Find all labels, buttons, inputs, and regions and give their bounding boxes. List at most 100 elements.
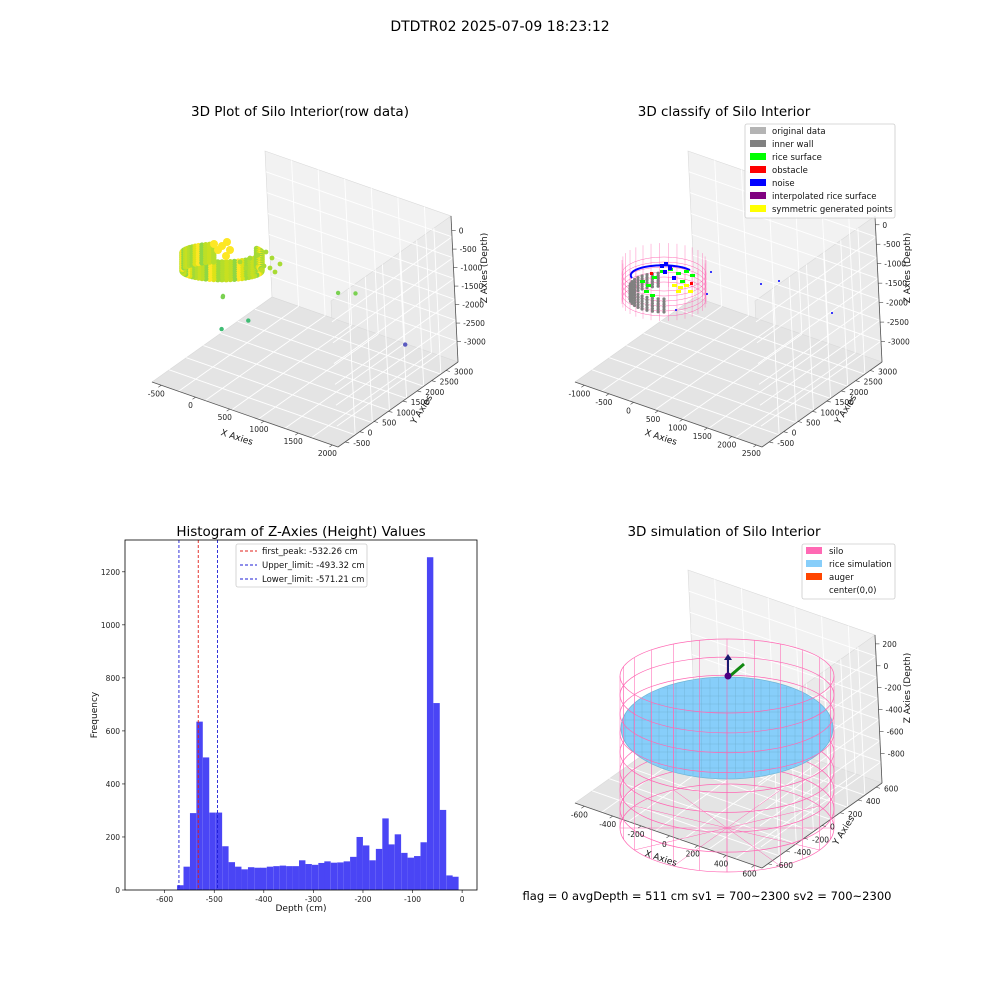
z-tick-label: -1000 (460, 264, 482, 273)
histogram-bar (292, 866, 299, 890)
simulation-plot-y-label: Y Axies (831, 814, 857, 848)
data-point (259, 266, 265, 273)
inner-wall-point (630, 282, 634, 286)
inner-wall-point (645, 308, 649, 312)
z-tick-label: 200 (882, 640, 897, 649)
classify-plot-z-ticks: 0 -500 -1000 -1500 -2000 -2500 -3000 (875, 221, 910, 347)
inner-wall-point (656, 307, 660, 311)
x-tick-label: -200 (354, 895, 371, 904)
z-tick-label: -2500 (887, 318, 909, 327)
noise-point (663, 270, 667, 274)
inner-wall-point (633, 293, 637, 297)
grid-line (168, 369, 356, 436)
histogram-bar (279, 865, 287, 890)
y-tick (812, 411, 817, 413)
legend-label: inner wall (772, 140, 813, 150)
grid-line (186, 357, 373, 424)
grid-line (609, 357, 797, 424)
z-tick-label: -200 (884, 684, 901, 693)
y-tick (839, 812, 845, 815)
inner-wall-point (650, 285, 655, 289)
raw-plot-title: 3D Plot of Silo Interior(row data) (191, 104, 409, 120)
rice-surface-point (652, 276, 657, 279)
inner-wall-point (636, 283, 640, 287)
grid-line (335, 319, 457, 406)
data-point (237, 259, 243, 265)
inner-wall-point (630, 287, 634, 291)
grid-line (821, 197, 830, 344)
symmetric-point (676, 290, 681, 293)
obstacle-point (650, 272, 653, 275)
grid-line (237, 320, 424, 387)
z-tick-label: -2500 (463, 319, 485, 328)
grid-line (344, 178, 353, 325)
legend-label: silo (829, 547, 843, 557)
silo-floor-spoke (634, 805, 728, 829)
grid-line (397, 197, 406, 344)
x-tick (605, 393, 610, 397)
histogram-frame (124, 539, 478, 891)
histogram-bar (189, 813, 197, 890)
grid-line (332, 257, 454, 344)
inner-wall-point (656, 297, 660, 301)
histogram-bar (407, 857, 414, 890)
inner-wall-point (656, 310, 660, 314)
y-tick (821, 825, 827, 827)
z-tick-label: -1000 (884, 260, 906, 269)
y-tick (797, 421, 803, 423)
histogram-bar (183, 866, 190, 890)
data-point (206, 259, 213, 265)
histogram-bar (401, 852, 408, 890)
grid-line (660, 320, 848, 387)
histogram-bar (202, 757, 210, 890)
y-tick (373, 421, 379, 423)
legend-swatch (750, 192, 766, 199)
x-tick (158, 385, 162, 388)
grid-line (735, 773, 856, 860)
inner-wall-point (650, 299, 655, 303)
grid-line (266, 192, 454, 259)
histogram-bar (222, 846, 229, 890)
inner-wall-point (633, 303, 637, 308)
x-tick (630, 402, 634, 405)
x-tick (722, 855, 727, 858)
x-tick-label: 500 (218, 413, 233, 422)
grid-line (857, 647, 866, 796)
x-tick (751, 865, 755, 868)
grid-line (416, 240, 425, 387)
y-tick (783, 431, 788, 433)
noise-point (831, 312, 833, 314)
grid-line (788, 276, 797, 423)
inner-wall-point (645, 303, 649, 307)
x-tick (679, 419, 683, 422)
histogram-bar (247, 867, 255, 890)
y-tick-label: 1200 (101, 568, 120, 577)
histogram-bar (337, 862, 344, 890)
x-tick (637, 825, 642, 829)
y-tick (785, 850, 791, 853)
legend-label: noise (772, 179, 795, 189)
grid-line (758, 719, 880, 805)
histogram-title: Histogram of Z-Axies (Height) Values (176, 524, 425, 540)
rice-surface-point (690, 274, 695, 277)
rice-surface-point (650, 294, 655, 297)
histogram-y-ticks: 0 200 400 600 800 1000 1200 (101, 568, 125, 895)
grid-line (740, 169, 749, 316)
y-tick (803, 837, 809, 840)
legend-label: Lower_limit: -571.21 cm (262, 575, 364, 585)
grid-line (643, 333, 831, 399)
grid-line (714, 160, 723, 307)
legend-swatch (750, 127, 766, 134)
inner-wall-point (636, 286, 640, 290)
inner-wall-point (662, 310, 666, 314)
grid-line (857, 228, 866, 375)
legend-swatch (750, 153, 766, 160)
histogram-bar (311, 864, 319, 890)
y-tick-label: 0 (830, 823, 835, 832)
inner-wall-point (640, 284, 644, 288)
histogram-bar (330, 862, 338, 890)
x-tick-label: -400 (599, 820, 616, 829)
grid-line (178, 305, 299, 392)
histogram-bar (299, 860, 306, 890)
